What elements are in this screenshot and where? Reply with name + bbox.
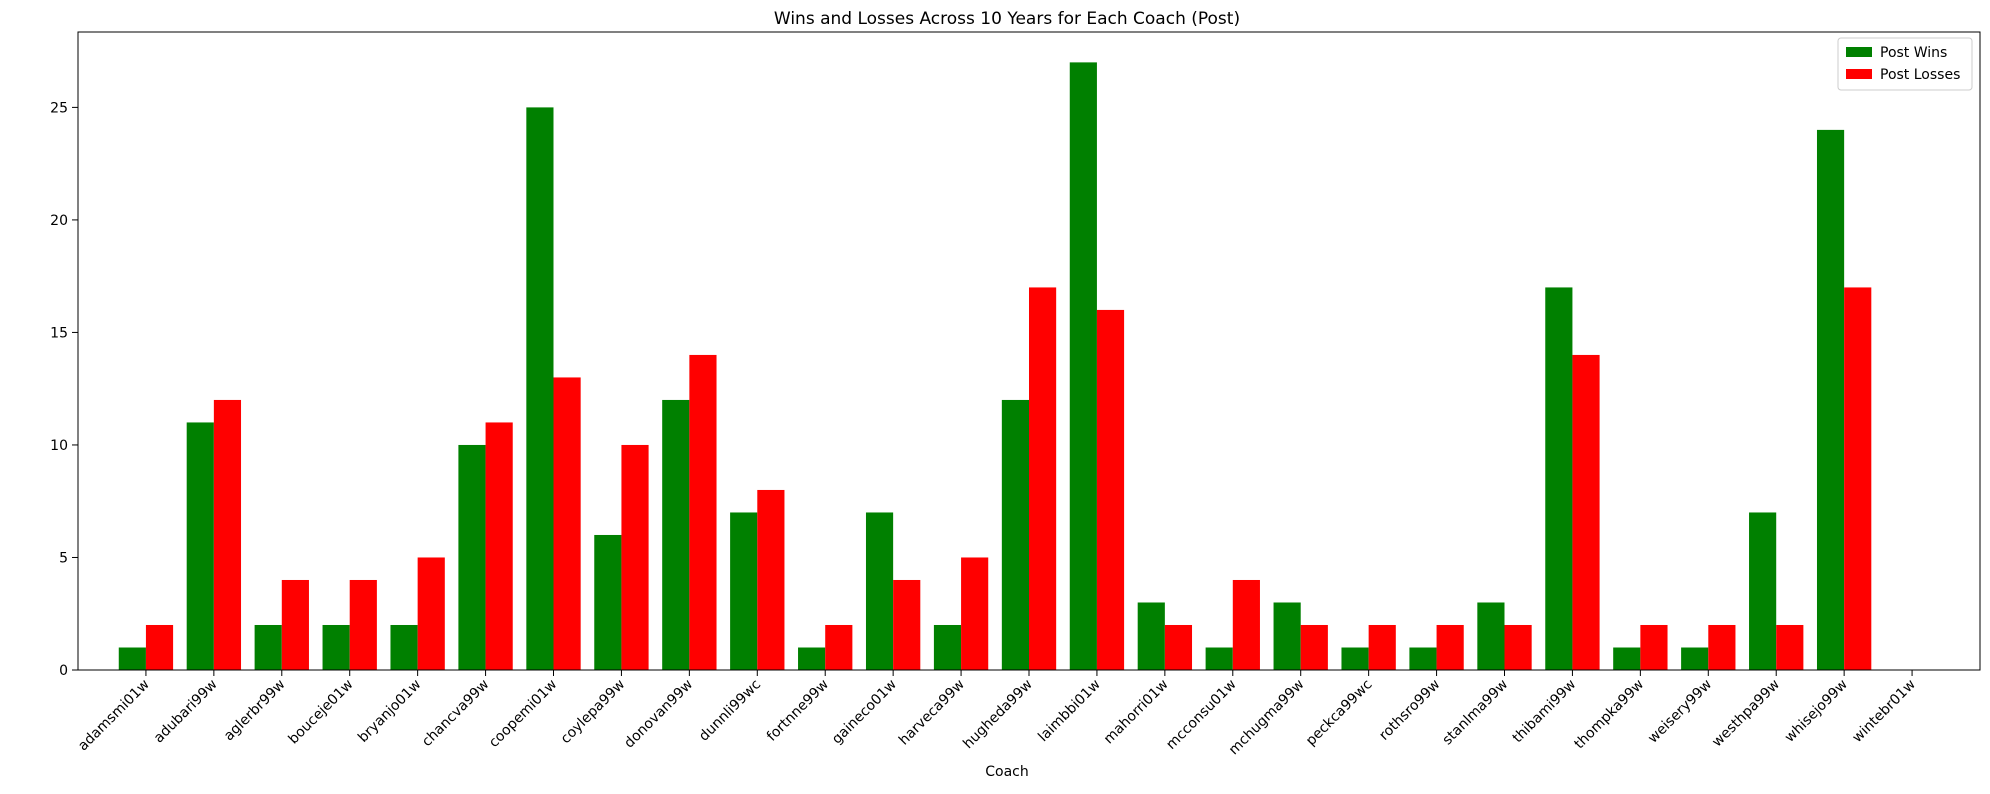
legend: Post Wins Post Losses bbox=[1837, 37, 1973, 91]
x-tick-label-bryanjo01w: bryanjo01w bbox=[355, 677, 424, 746]
y-tick-label: 5 bbox=[59, 550, 68, 566]
x-tick-label-stanlma99w: stanlma99w bbox=[1439, 677, 1511, 749]
wins-bar-rothsro99w bbox=[1409, 647, 1437, 670]
losses-bar-laimbbi01w bbox=[1096, 309, 1125, 670]
losses-bar-hugheda99w bbox=[1029, 287, 1057, 670]
y-tick-label: 10 bbox=[50, 438, 68, 454]
wins-bar-chancva99w bbox=[458, 444, 486, 670]
losses-bar-whisejo99w bbox=[1844, 287, 1872, 670]
wins-bar-thompka99w bbox=[1613, 647, 1641, 670]
wins-bar-peckca99wc bbox=[1341, 647, 1369, 670]
losses-bar-dunnli99wc bbox=[757, 489, 785, 670]
x-tick-label-coopemi01w: coopemi01w bbox=[486, 677, 560, 751]
wins-bar-laimbbi01w bbox=[1069, 62, 1097, 670]
x-tick-label-harveca99w: harveca99w bbox=[896, 677, 968, 749]
bars-layer bbox=[118, 62, 1872, 670]
losses-bar-thibami99w bbox=[1572, 354, 1600, 670]
losses-bar-gaineco01w bbox=[893, 579, 921, 670]
x-axis-title: Coach bbox=[985, 764, 1029, 780]
plot-frame bbox=[77, 31, 1981, 671]
losses-bar-chancva99w bbox=[485, 422, 513, 670]
wins-bar-coopemi01w bbox=[526, 107, 554, 670]
x-tick-label-bouceje01w: bouceje01w bbox=[286, 677, 357, 748]
legend-label-losses: Post Losses bbox=[1880, 67, 1960, 83]
x-tick-label-dunnli99wc: dunnli99wc bbox=[696, 677, 764, 745]
losses-bar-mchugma99w bbox=[1300, 624, 1328, 670]
wins-bar-adubari99w bbox=[186, 422, 214, 670]
losses-bar-aglerbr99w bbox=[281, 579, 309, 670]
x-tick-label-adamsmi01w: adamsmi01w bbox=[75, 677, 153, 755]
wins-bar-fortnne99w bbox=[798, 647, 826, 670]
x-tick-label-westhpa99w: westhpa99w bbox=[1709, 677, 1783, 751]
losses-bar-bryanjo01w bbox=[417, 557, 445, 670]
wins-bar-donovan99w bbox=[662, 399, 690, 670]
wins-bar-mchugma99w bbox=[1273, 602, 1301, 670]
x-tick-label-mcconsu01w: mcconsu01w bbox=[1163, 677, 1239, 753]
losses-bar-weisery99w bbox=[1708, 624, 1736, 670]
chart-title: Wins and Losses Across 10 Years for Each… bbox=[774, 9, 1240, 29]
x-tick-label-fortnne99w: fortnne99w bbox=[764, 677, 832, 745]
x-tick-label-whisejo99w: whisejo99w bbox=[1782, 677, 1851, 746]
losses-bar-mcconsu01w bbox=[1232, 579, 1260, 670]
y-tick-label: 0 bbox=[59, 663, 68, 679]
losses-bar-fortnne99w bbox=[825, 624, 853, 670]
losses-bar-adubari99w bbox=[213, 399, 242, 670]
wins-bar-adamsmi01w bbox=[118, 647, 146, 670]
losses-bar-thompka99w bbox=[1640, 624, 1668, 670]
losses-bar-mahorri01w bbox=[1164, 624, 1193, 670]
wins-bar-thibami99w bbox=[1545, 287, 1573, 670]
wins-bar-bouceje01w bbox=[322, 624, 350, 670]
y-axis: 0 5 10 15 20 25 bbox=[50, 100, 78, 679]
losses-bar-westhpa99w bbox=[1776, 624, 1804, 670]
wins-bar-hugheda99w bbox=[1001, 399, 1029, 670]
x-tick-label-donovan99w: donovan99w bbox=[621, 677, 696, 752]
wins-bar-weisery99w bbox=[1681, 647, 1709, 670]
losses-bar-bouceje01w bbox=[349, 579, 377, 670]
y-tick-label: 20 bbox=[50, 213, 68, 229]
y-tick-label: 15 bbox=[50, 325, 68, 341]
x-tick-label-thompka99w: thompka99w bbox=[1571, 677, 1647, 753]
legend-swatch-losses bbox=[1846, 69, 1872, 79]
wins-bar-mahorri01w bbox=[1137, 602, 1165, 670]
legend-swatch-wins bbox=[1846, 47, 1872, 57]
x-tick-label-wintebr01w: wintebr01w bbox=[1849, 677, 1918, 746]
wins-bar-stanlma99w bbox=[1477, 602, 1505, 670]
x-tick-label-gaineco01w: gaineco01w bbox=[829, 677, 900, 748]
x-tick-label-adubari99w: adubari99w bbox=[151, 677, 221, 747]
x-tick-label-coylepa99w: coylepa99w bbox=[558, 677, 629, 748]
losses-bar-donovan99w bbox=[689, 354, 717, 670]
y-tick-label: 25 bbox=[50, 100, 68, 116]
wins-bar-aglerbr99w bbox=[254, 624, 282, 670]
x-tick-label-mahorri01w: mahorri01w bbox=[1101, 677, 1172, 748]
wins-bar-whisejo99w bbox=[1816, 129, 1845, 670]
legend-label-wins: Post Wins bbox=[1880, 45, 1947, 61]
x-tick-label-thibami99w: thibami99w bbox=[1510, 677, 1580, 747]
x-tick-label-hugheda99w: hugheda99w bbox=[960, 677, 1036, 753]
x-tick-label-laimbbi01w: laimbbi01w bbox=[1035, 677, 1104, 746]
wins-bar-mcconsu01w bbox=[1205, 647, 1233, 670]
x-tick-label-peckca99wc: peckca99wc bbox=[1303, 677, 1376, 750]
losses-bar-coylepa99w bbox=[621, 444, 649, 670]
losses-bar-adamsmi01w bbox=[145, 624, 174, 670]
wins-bar-gaineco01w bbox=[865, 512, 894, 670]
losses-bar-peckca99wc bbox=[1368, 624, 1396, 670]
wins-bar-dunnli99wc bbox=[730, 512, 758, 670]
losses-bar-rothsro99w bbox=[1436, 624, 1464, 670]
wins-bar-westhpa99w bbox=[1749, 512, 1777, 670]
x-tick-label-weisery99w: weisery99w bbox=[1645, 677, 1715, 747]
losses-bar-harveca99w bbox=[961, 557, 989, 670]
x-tick-label-aglerbr99w: aglerbr99w bbox=[221, 677, 289, 745]
wins-bar-bryanjo01w bbox=[390, 624, 418, 670]
x-tick-label-chancva99w: chancva99w bbox=[419, 677, 492, 750]
x-tick-label-rothsro99w: rothsro99w bbox=[1376, 677, 1443, 744]
losses-bar-stanlma99w bbox=[1504, 624, 1532, 670]
wins-bar-harveca99w bbox=[933, 624, 962, 670]
wins-bar-coylepa99w bbox=[594, 534, 622, 670]
losses-bar-coopemi01w bbox=[553, 377, 581, 670]
